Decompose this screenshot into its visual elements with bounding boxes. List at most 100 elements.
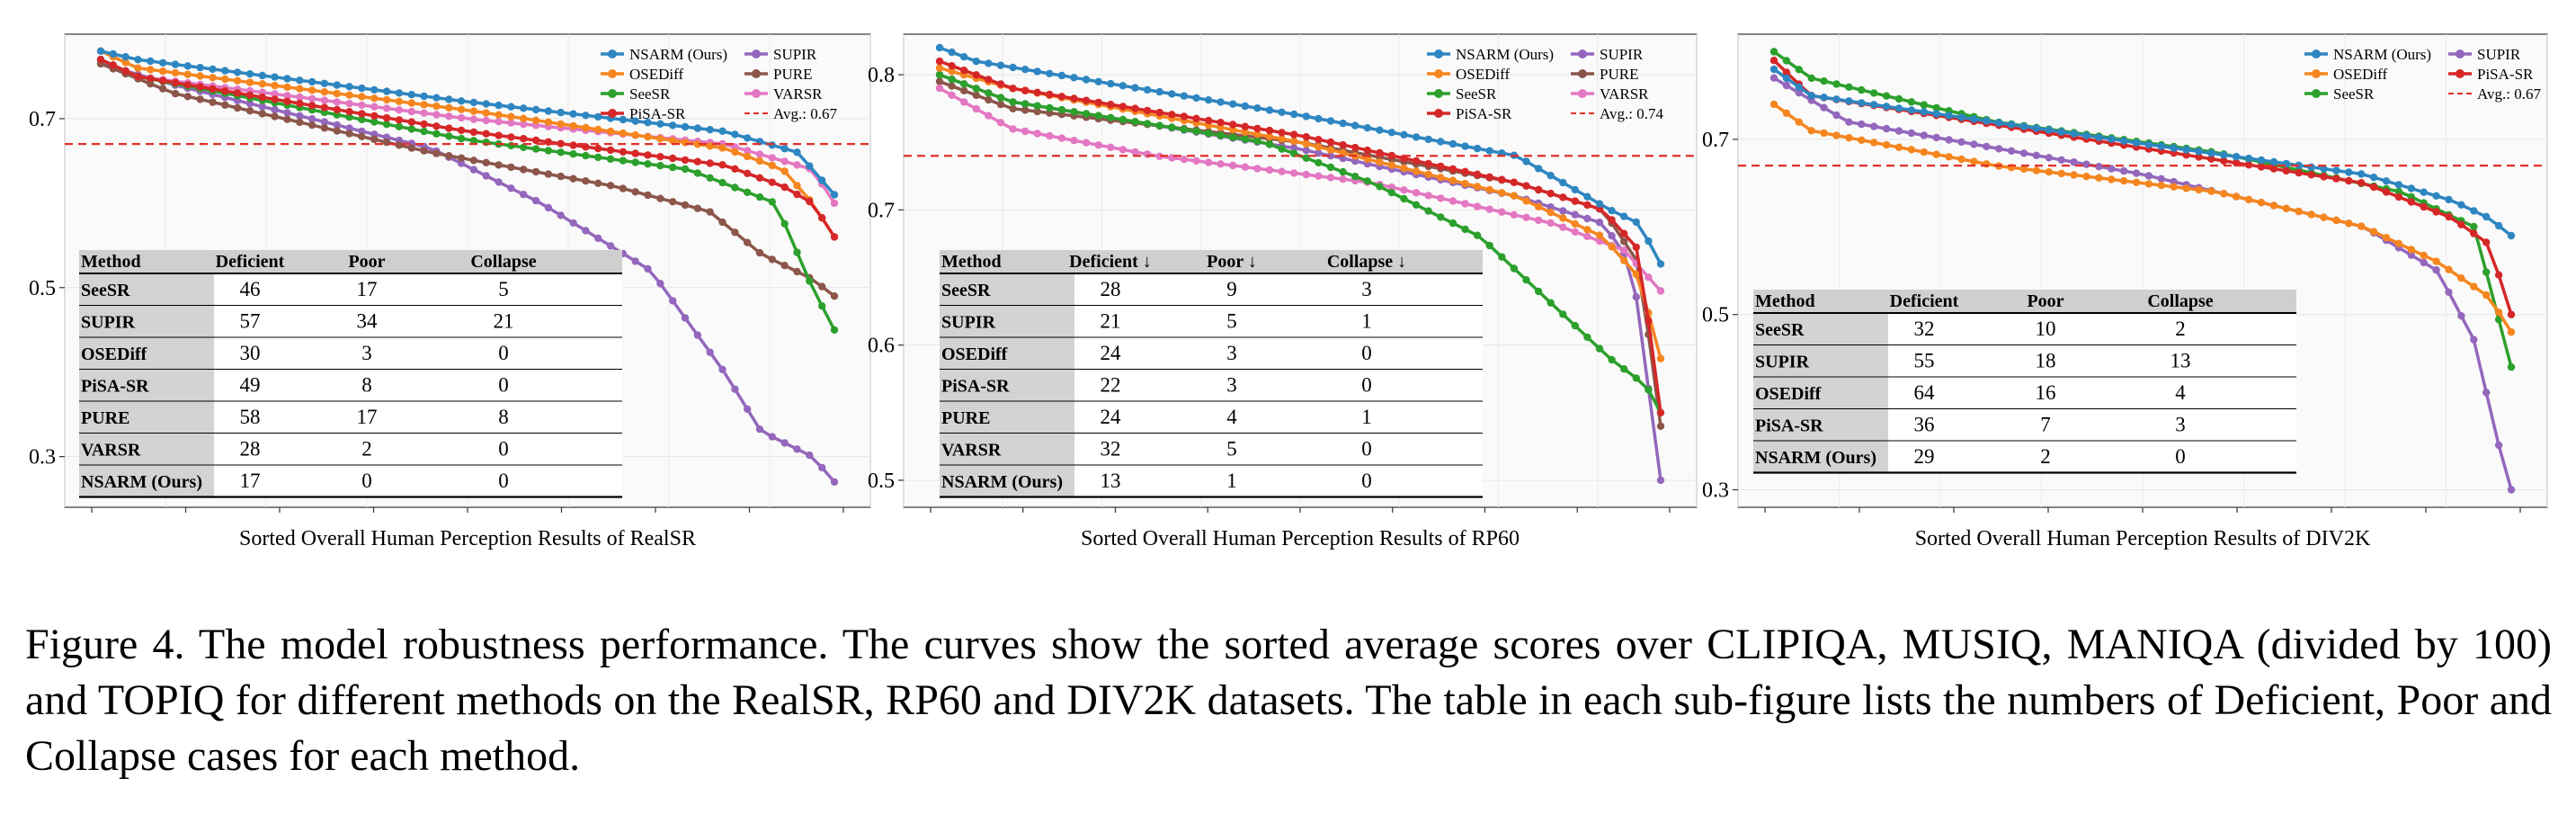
legend-label: PiSA-SR — [2477, 66, 2534, 83]
series-point — [221, 67, 229, 75]
legend-label: Avg.: 0.67 — [773, 105, 837, 122]
series-point — [2457, 274, 2465, 282]
series-point — [258, 103, 266, 111]
series-point — [2445, 265, 2453, 273]
series-point — [1046, 103, 1054, 112]
series-point — [1094, 77, 1102, 86]
series-point — [308, 121, 316, 130]
series-point — [482, 158, 490, 166]
series-point — [1168, 111, 1176, 119]
series-point — [1217, 131, 1225, 139]
table-value-cell: 36 — [1914, 414, 1935, 436]
legend-label: PURE — [773, 66, 812, 83]
series-point — [693, 204, 702, 212]
series-point — [1510, 264, 1519, 273]
results-table: Method Deficient ↓ Poor ↓ Collapse ↓ SeeSR 28… — [940, 250, 1483, 498]
series-point — [2394, 187, 2403, 196]
series-point — [1376, 148, 1384, 157]
series-point — [420, 147, 428, 155]
series-point — [1143, 120, 1152, 128]
series-point — [1571, 228, 1580, 236]
table-value-cell: 7 — [2040, 414, 2051, 436]
series-point — [594, 144, 602, 153]
series-point — [1217, 160, 1225, 168]
series-point — [2144, 172, 2153, 180]
series-point — [1094, 112, 1102, 120]
series-point — [1326, 163, 1335, 172]
series-point — [320, 79, 329, 88]
series-point — [2170, 144, 2178, 152]
series-point — [1363, 124, 1372, 132]
series-point — [1107, 143, 1115, 151]
series-point — [1253, 124, 1261, 133]
legend-marker — [752, 49, 761, 58]
series-point — [171, 78, 180, 87]
series-point — [1522, 276, 1530, 284]
series-point — [520, 165, 528, 174]
series-point — [2470, 229, 2478, 237]
series-point — [1534, 165, 1543, 173]
series-point — [1437, 162, 1445, 171]
series-point — [644, 160, 652, 168]
series-point — [1217, 119, 1225, 127]
series-point — [718, 218, 726, 227]
series-point — [2420, 188, 2428, 196]
series-point — [2257, 156, 2266, 165]
series-point — [1782, 81, 1791, 90]
series-point — [706, 126, 714, 134]
series-point — [271, 112, 279, 121]
series-point — [2394, 239, 2403, 247]
legend-marker — [1578, 69, 1587, 78]
series-point — [1485, 241, 1493, 250]
series-point — [358, 110, 366, 118]
legend-label: SUPIR — [1600, 46, 1644, 63]
caption-text: Figure 4. The model robustness performan… — [25, 621, 2552, 780]
table-label-column-bg — [79, 273, 214, 497]
series-point — [2332, 166, 2340, 174]
series-point — [631, 257, 639, 265]
series-point — [1620, 365, 1628, 373]
legend-label: SeeSR — [629, 85, 671, 103]
series-point — [1253, 104, 1261, 112]
series-point — [296, 85, 304, 93]
series-point — [2482, 389, 2491, 397]
series-point — [469, 157, 478, 165]
series-point — [2432, 208, 2440, 216]
series-point — [2445, 195, 2453, 204]
series-point — [1046, 131, 1054, 140]
table-value-cell: 0 — [1361, 470, 1372, 492]
series-point — [495, 111, 503, 119]
series-point — [1534, 287, 1543, 296]
series-point — [1546, 190, 1555, 198]
legend-marker — [1434, 69, 1443, 78]
series-point — [544, 107, 553, 115]
series-point — [1278, 145, 1286, 153]
series-point — [1387, 161, 1396, 169]
series-point — [308, 77, 316, 86]
series-point — [818, 282, 826, 291]
series-point — [1894, 143, 1903, 151]
series-point — [1131, 148, 1139, 157]
legend-label: VARSR — [773, 85, 823, 103]
series-point — [744, 152, 752, 161]
series-point — [1510, 210, 1519, 219]
series-point — [395, 141, 404, 149]
series-point — [1970, 157, 1978, 165]
series-point — [985, 95, 993, 104]
series-point — [2445, 288, 2453, 296]
table-method-cell: PURE — [81, 408, 129, 428]
series-point — [1608, 243, 1616, 251]
series-point — [1832, 95, 1841, 103]
series-point — [1021, 106, 1030, 114]
table-header-cell: Poor — [348, 252, 385, 272]
series-point — [2220, 190, 2228, 198]
series-point — [1645, 273, 1653, 282]
series-point — [1820, 129, 1828, 138]
series-point — [1870, 122, 1878, 130]
series-point — [2082, 173, 2090, 181]
series-point — [1769, 100, 1778, 109]
table-value-cell: 1 — [1361, 406, 1372, 428]
series-point — [1571, 219, 1580, 228]
series-point — [1033, 67, 1041, 76]
series-point — [1315, 143, 1323, 151]
